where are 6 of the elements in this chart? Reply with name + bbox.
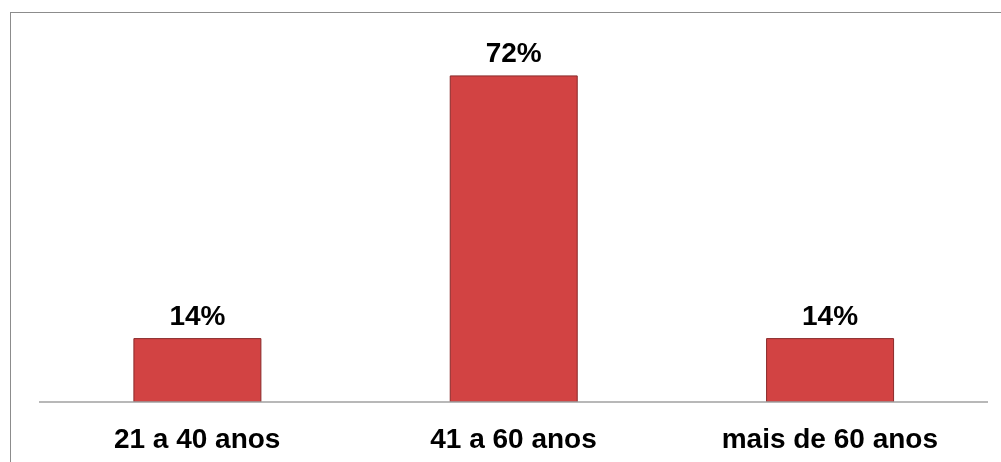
x-tick-label: 41 a 60 anos <box>430 422 597 454</box>
data-label: 14% <box>802 299 859 331</box>
data-label: 72% <box>485 36 542 68</box>
x-tick-label: 21 a 40 anos <box>113 422 281 454</box>
data-label: 14% <box>169 299 226 331</box>
x-tick-label: mais de 60 anos <box>721 422 939 454</box>
